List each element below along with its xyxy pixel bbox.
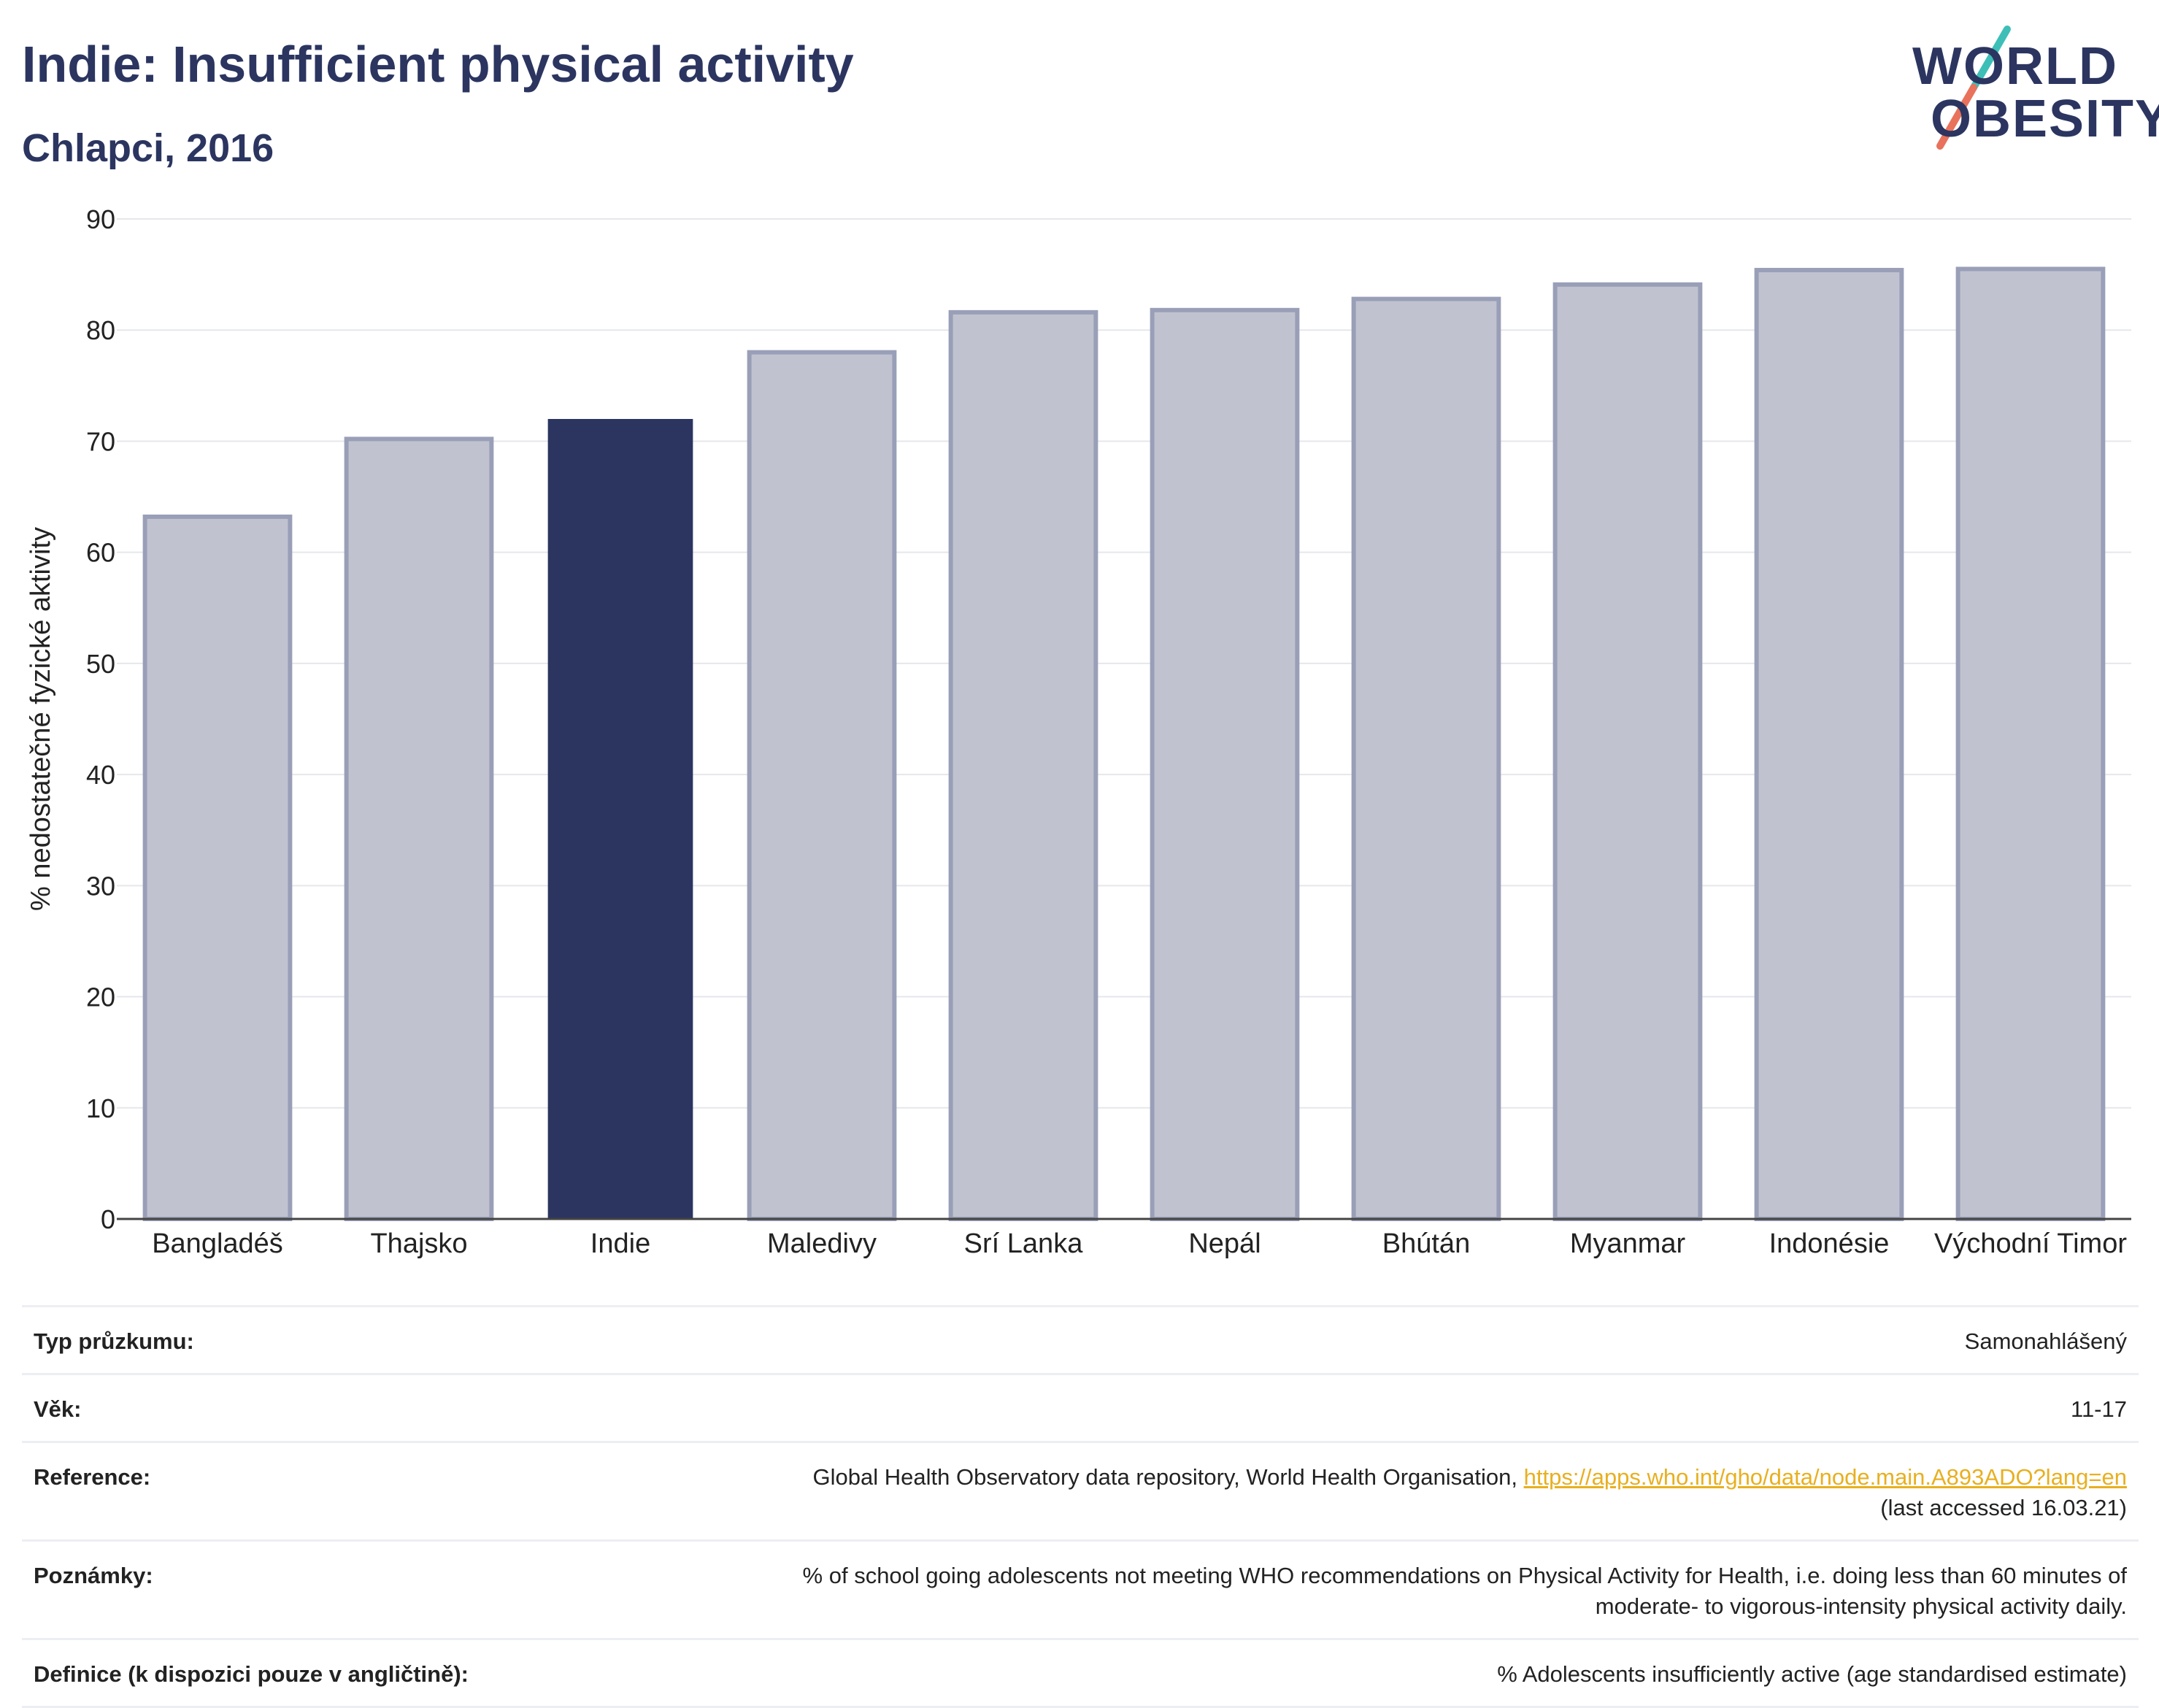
y-tick-label: 30 bbox=[86, 871, 115, 901]
reference-value: Global Health Observatory data repositor… bbox=[813, 1462, 2127, 1523]
y-axis-ticks: 0 10 20 30 40 50 60 70 80 90 bbox=[86, 204, 115, 1234]
y-tick-label: 80 bbox=[86, 315, 115, 345]
x-tick-label: Indonésie bbox=[1769, 1228, 1890, 1259]
survey-type-label: Typ průzkumu: bbox=[34, 1328, 194, 1354]
bar-chart: 0 10 20 30 40 50 60 70 80 90 Bangladéš Thajsko Indi… bbox=[26, 204, 2131, 1259]
y-axis-label: % nedostatečné fyzické aktivity bbox=[26, 527, 56, 911]
chart-subtitle: Chlapci, 2016 bbox=[22, 126, 274, 170]
bar-country bbox=[948, 309, 1098, 1221]
y-tick-label: 60 bbox=[86, 538, 115, 568]
definition-value: % Adolescents insufficiently active (age… bbox=[1497, 1661, 2127, 1687]
y-tick-label: 0 bbox=[101, 1204, 115, 1234]
bar-country bbox=[1150, 307, 1300, 1221]
bar-country bbox=[344, 436, 494, 1221]
x-tick-label: Nepál bbox=[1188, 1228, 1261, 1259]
x-axis-ticks: Bangladéš Thajsko Indie Maledivy Srí Lanka Ne… bbox=[152, 1228, 2127, 1259]
x-tick-label: Myanmar bbox=[1570, 1228, 1686, 1259]
bars bbox=[142, 266, 2106, 1222]
survey-type-value: Samonahlášený bbox=[1964, 1328, 2127, 1354]
x-tick-label: Srí Lanka bbox=[964, 1228, 1084, 1259]
notes-label: Poznámky: bbox=[34, 1563, 153, 1588]
x-tick-label: Maledivy bbox=[767, 1228, 877, 1259]
x-tick-label: Východní Timor bbox=[1934, 1228, 2127, 1259]
chart-title: Indie: Insufficient physical activity bbox=[22, 36, 854, 93]
notes-line1: % of school going adolescents not meetin… bbox=[802, 1563, 2127, 1588]
table-row-age: Věk: 11-17 bbox=[22, 1375, 2139, 1443]
bar-country bbox=[142, 514, 293, 1221]
y-tick-label: 20 bbox=[86, 982, 115, 1012]
table-row-notes: Poznámky: % of school going adolescents … bbox=[22, 1542, 2139, 1640]
bar-country bbox=[1552, 282, 1703, 1221]
notes-line2: moderate- to vigorous-intensity physical… bbox=[1595, 1593, 2127, 1619]
logo-line1: WORLD bbox=[1912, 37, 2118, 96]
reference-link[interactable]: https://apps.who.int/gho/data/node.main.… bbox=[1523, 1464, 2127, 1490]
definition-label: Definice (k dispozici pouze v angličtině… bbox=[34, 1661, 469, 1687]
age-label: Věk: bbox=[34, 1396, 82, 1422]
table-row-reference: Reference: Global Health Observatory dat… bbox=[22, 1443, 2139, 1542]
x-tick-label: Bangladéš bbox=[152, 1228, 283, 1259]
bar-country bbox=[1955, 266, 2106, 1221]
x-tick-label: Bhútán bbox=[1382, 1228, 1470, 1259]
y-tick-label: 40 bbox=[86, 760, 115, 790]
reference-text: Global Health Observatory data repositor… bbox=[812, 1464, 1524, 1490]
y-tick-label: 70 bbox=[86, 426, 115, 456]
table-row-definition: Definice (k dispozici pouze v angličtině… bbox=[22, 1640, 2139, 1708]
y-tick-label: 90 bbox=[86, 204, 115, 234]
bar-country bbox=[1754, 268, 1904, 1222]
logo-line2: OBESITY bbox=[1931, 90, 2159, 148]
table-row-survey-type: Typ průzkumu: Samonahlášený bbox=[22, 1307, 2139, 1375]
x-tick-label: Indie bbox=[590, 1228, 650, 1259]
x-tick-label: Thajsko bbox=[370, 1228, 467, 1259]
logo-slash-icon bbox=[1936, 26, 2011, 150]
y-tick-label: 50 bbox=[86, 649, 115, 679]
y-tick-label: 10 bbox=[86, 1093, 115, 1123]
bar-country bbox=[1351, 296, 1501, 1222]
metadata-table: Typ průzkumu: Samonahlášený Věk: 11-17 R… bbox=[22, 1305, 2139, 1708]
bar-highlight bbox=[547, 419, 693, 1219]
bar-country bbox=[747, 350, 897, 1222]
notes-value: % of school going adolescents not meetin… bbox=[803, 1561, 2127, 1622]
age-value: 11-17 bbox=[2071, 1396, 2127, 1422]
reference-label: Reference: bbox=[34, 1464, 151, 1490]
world-obesity-logo: WORLD OBESITY bbox=[1898, 22, 2159, 153]
reference-accessed: (last accessed 16.03.21) bbox=[1880, 1495, 2127, 1520]
